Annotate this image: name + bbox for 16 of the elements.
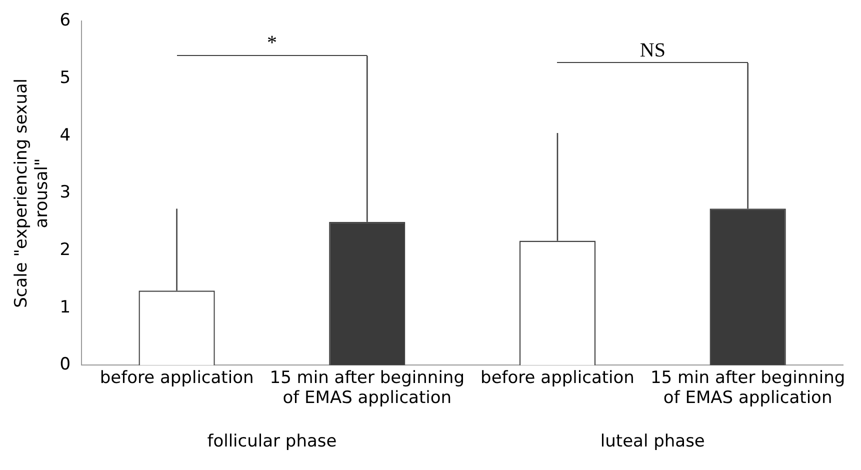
annotation: * bbox=[266, 32, 277, 54]
y-tick-label: 1 bbox=[60, 297, 71, 318]
y-tick-label: 2 bbox=[60, 240, 71, 260]
text: luteal phase bbox=[600, 431, 705, 452]
x-tick-label: before application bbox=[480, 368, 634, 388]
x-tick-label: 15 min after beginning of EMAS application bbox=[650, 368, 846, 408]
annotation: NS bbox=[640, 39, 666, 62]
y-axis-title: Scale "experiencing sexual arousal" bbox=[12, 78, 52, 308]
y-tick-label: 6 bbox=[60, 10, 71, 31]
y-tick-label: 0 bbox=[60, 354, 71, 375]
x-tick-label: 15 min after beginning of EMAS application bbox=[270, 368, 464, 408]
y-tick-label: 3 bbox=[60, 182, 71, 203]
x-tick-label: before application bbox=[100, 368, 254, 388]
y-tick-label: 4 bbox=[60, 125, 71, 146]
text: follicular phase bbox=[207, 431, 337, 452]
y-tick-label: 5 bbox=[60, 68, 71, 88]
